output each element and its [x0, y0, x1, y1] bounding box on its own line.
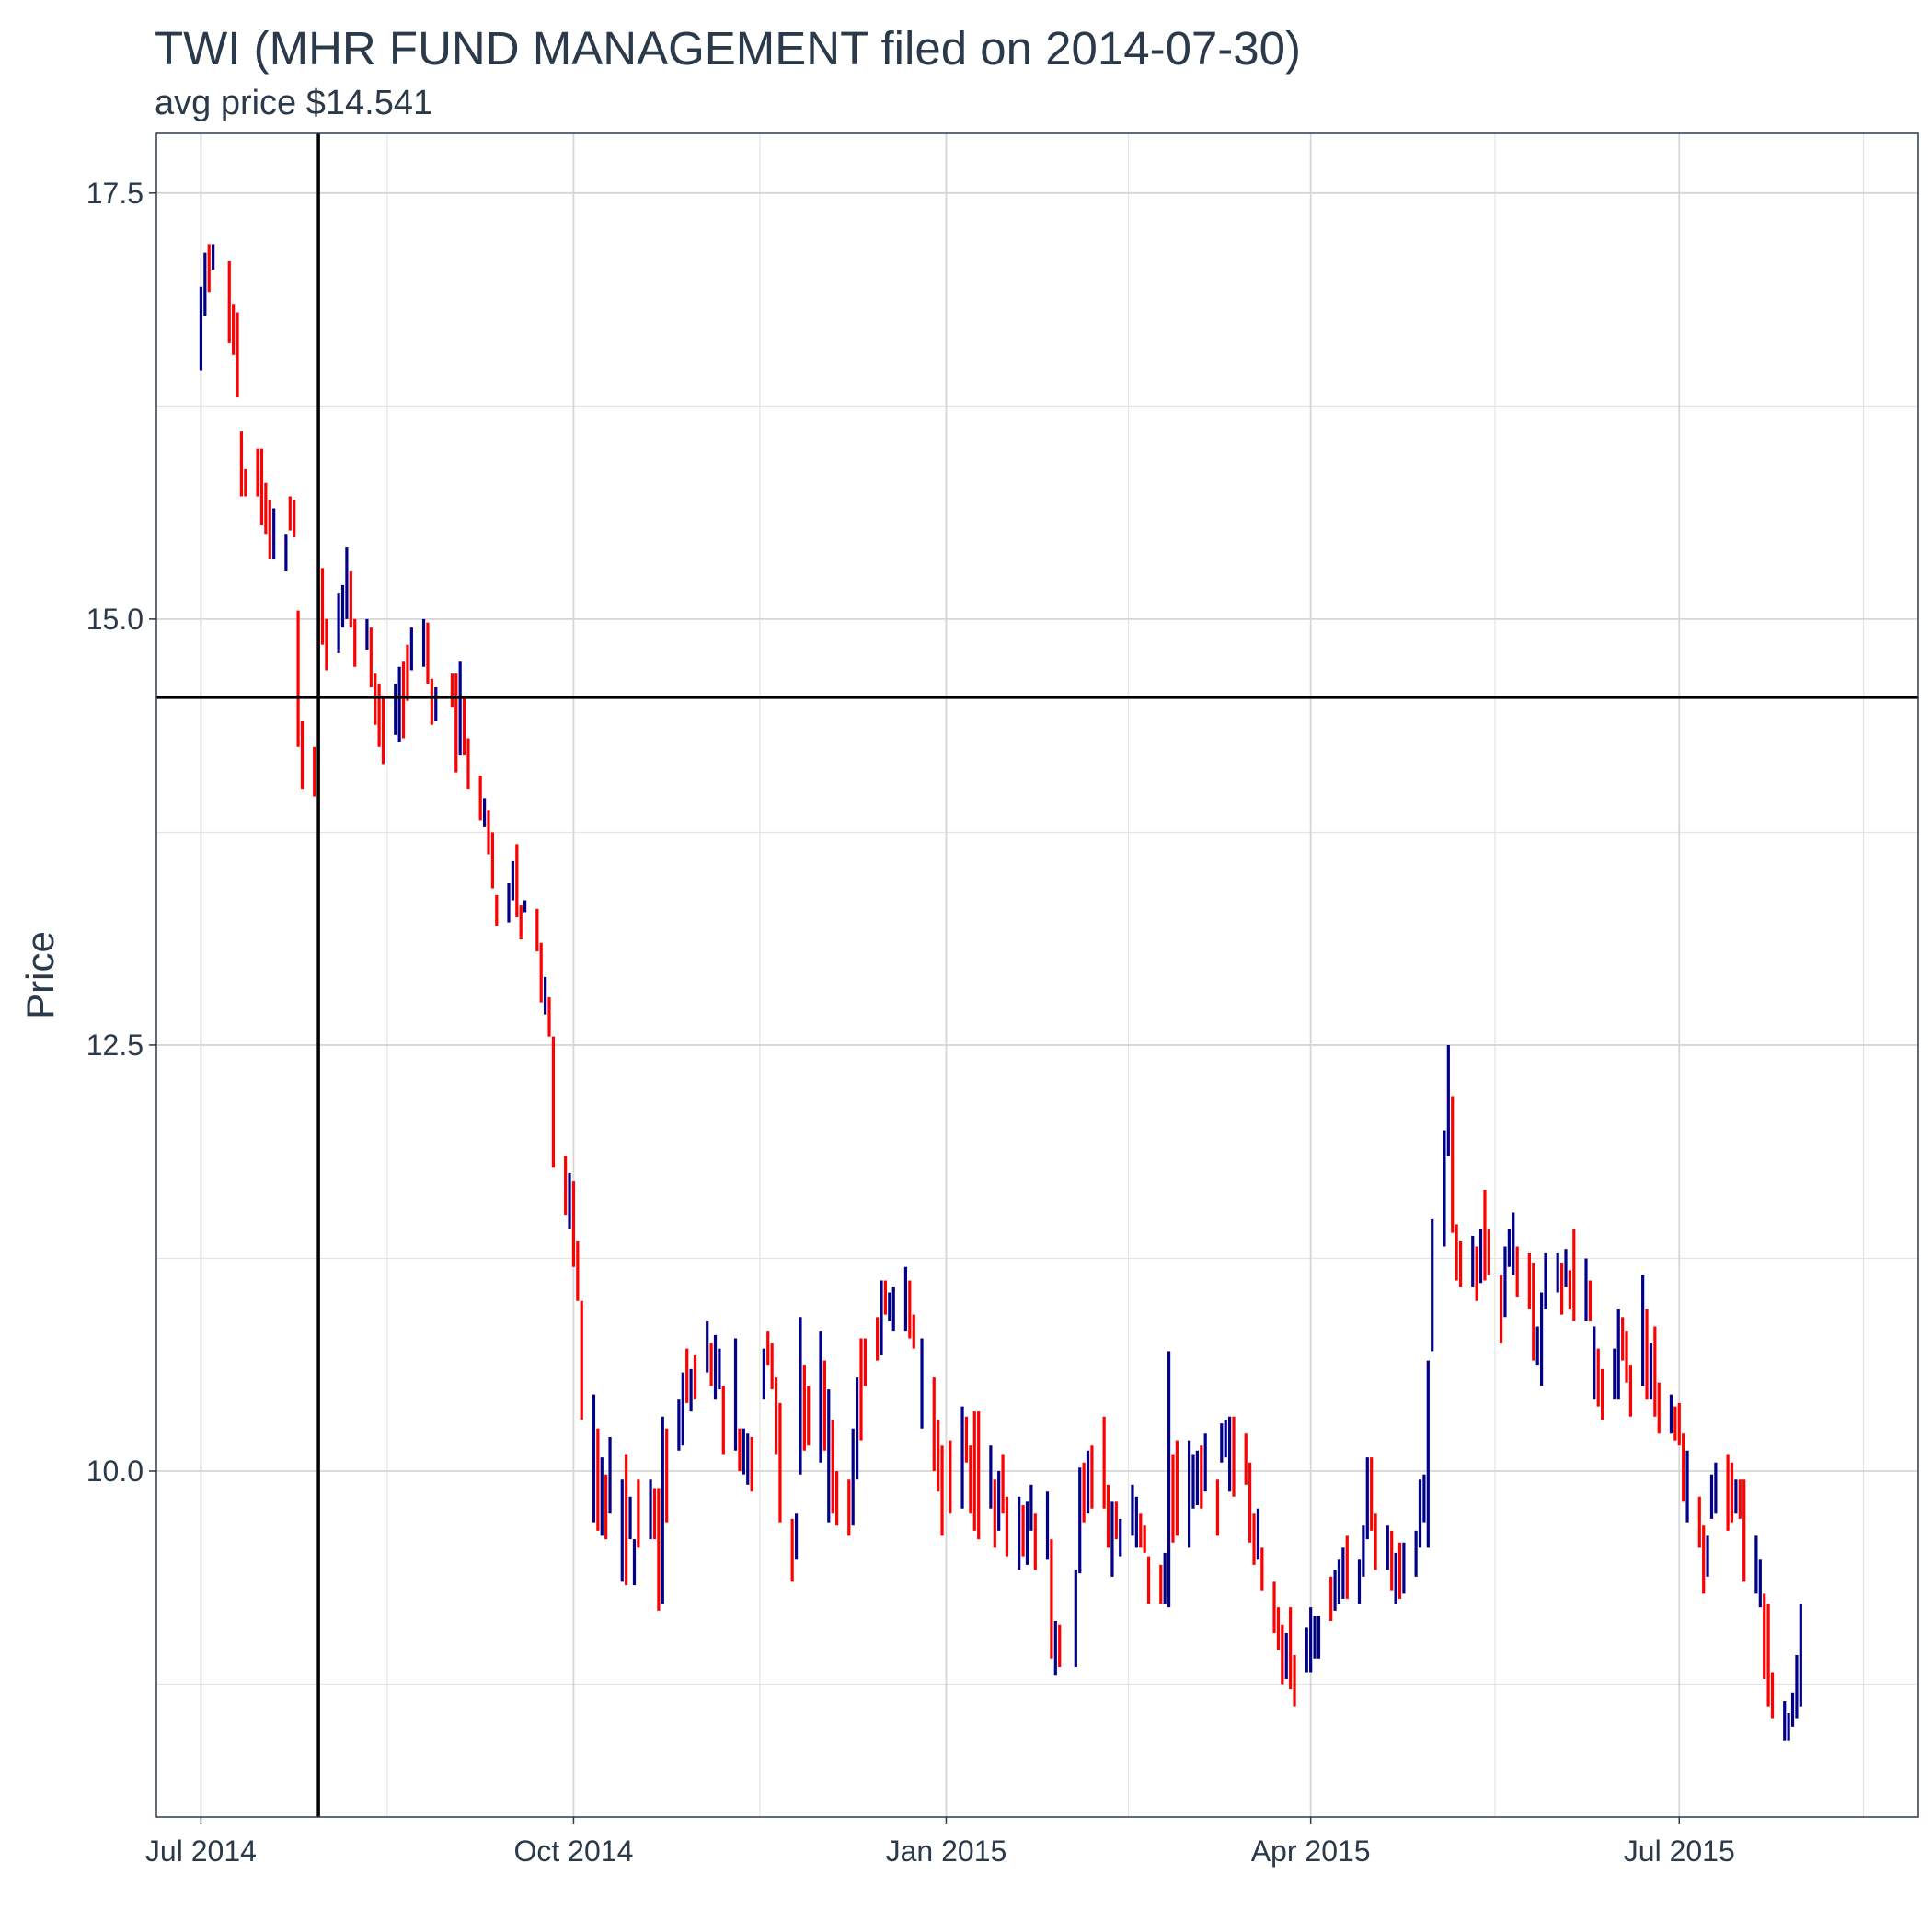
- x-tick-label: Jan 2015: [886, 1834, 1007, 1868]
- y-tick-label: 10.0: [86, 1455, 144, 1488]
- minor-gridlines: [156, 133, 1918, 1817]
- ohlc-bars: [199, 244, 1802, 1741]
- x-tick-label: Oct 2014: [514, 1834, 634, 1868]
- x-tick-label: Jul 2014: [145, 1834, 257, 1868]
- x-axis-ticks: Jul 2014 Oct 2014 Jan 2015 Apr 2015 Jul 2015: [145, 1817, 1735, 1868]
- plot-panel-border: [155, 132, 1919, 1818]
- y-tick-label: 12.5: [86, 1029, 144, 1062]
- chart-title: TWI (MHR FUND MANAGEMENT filed on 2014-0…: [155, 22, 1301, 75]
- y-axis-title: Price: [18, 931, 62, 1019]
- y-axis-ticks: 10.0 12.5 15.0 17.5: [86, 177, 156, 1488]
- y-tick-label: 17.5: [86, 177, 144, 210]
- x-tick-label: Apr 2015: [1251, 1834, 1371, 1868]
- chart-subtitle: avg price $14.541: [155, 84, 432, 122]
- major-gridlines: [156, 133, 1918, 1817]
- y-tick-label: 15.0: [86, 603, 144, 636]
- x-tick-label: Jul 2015: [1624, 1834, 1735, 1868]
- reference-lines: [156, 133, 1918, 1817]
